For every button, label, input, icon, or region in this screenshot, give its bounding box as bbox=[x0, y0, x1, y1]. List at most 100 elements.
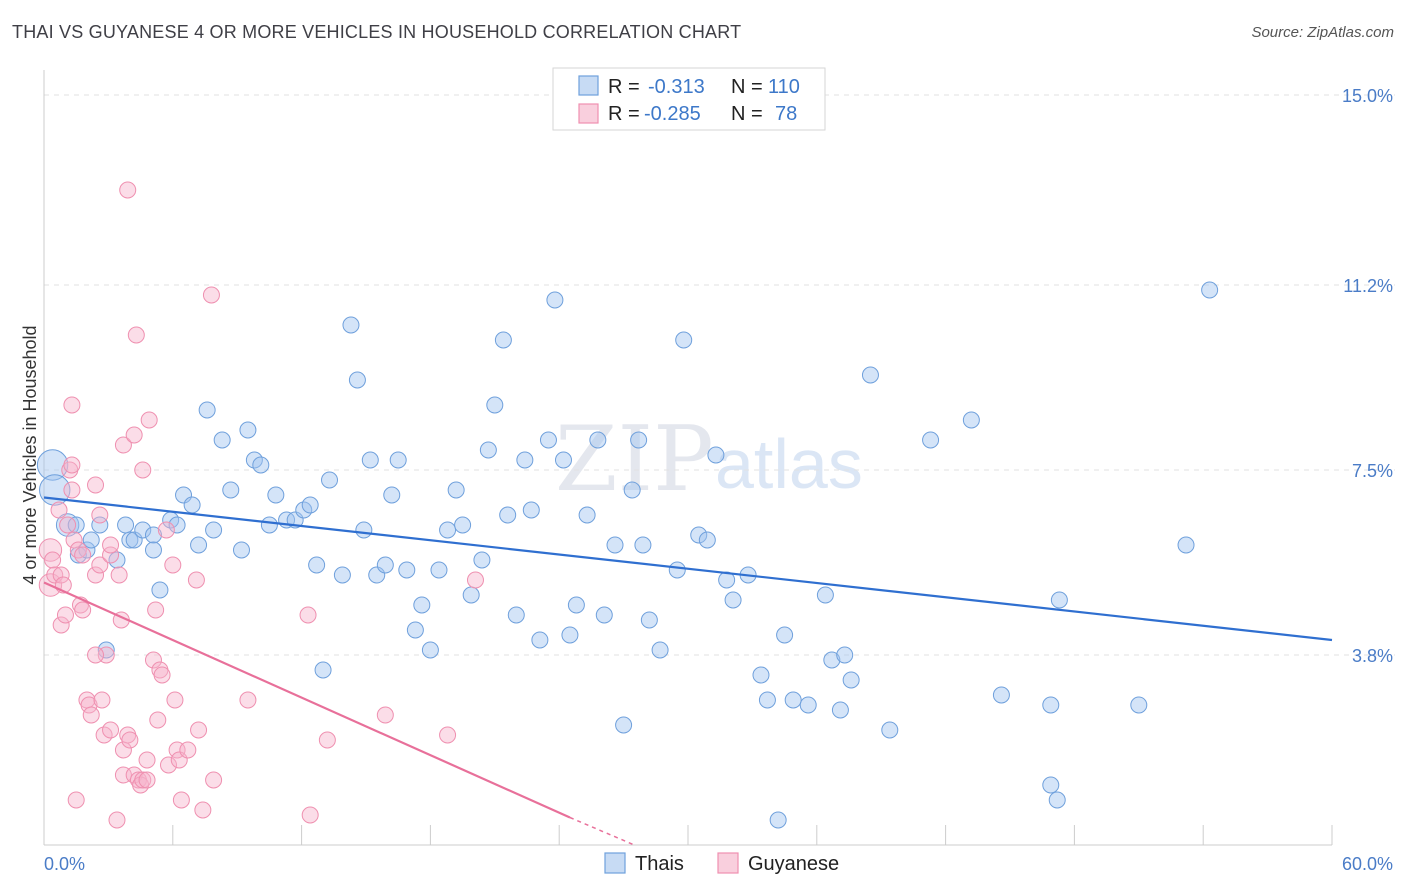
legend-r-label: R = bbox=[608, 103, 640, 125]
guyanese-point bbox=[91, 556, 109, 574]
thais-point bbox=[1048, 791, 1066, 809]
thais-point bbox=[314, 661, 332, 679]
thais-point bbox=[698, 531, 716, 549]
y-tick-label: 11.2% bbox=[1343, 276, 1393, 296]
thais-point bbox=[398, 561, 416, 579]
guyanese-point bbox=[50, 501, 68, 519]
thais-point bbox=[539, 431, 557, 449]
thais-point bbox=[342, 316, 360, 334]
guyanese-point bbox=[52, 566, 70, 584]
guyanese-point bbox=[65, 531, 83, 549]
guyanese-point bbox=[102, 546, 120, 564]
thais-point bbox=[651, 641, 669, 659]
guyanese-point bbox=[82, 706, 100, 724]
guyanese-point bbox=[439, 726, 457, 744]
guyanese-point bbox=[67, 791, 85, 809]
thais-point bbox=[634, 536, 652, 554]
guyanese-trend-extension bbox=[569, 816, 635, 846]
legend-n-value-thais: 110 bbox=[768, 76, 800, 98]
thais-point bbox=[183, 496, 201, 514]
thais-point bbox=[430, 561, 448, 579]
thais-point bbox=[615, 716, 633, 734]
legend-stats: R = -0.313 N = 110 R = -0.285 N = 78 bbox=[552, 67, 826, 131]
guyanese-point bbox=[119, 181, 137, 199]
guyanese-point bbox=[318, 731, 336, 749]
guyanese-point bbox=[299, 606, 317, 624]
thais-point bbox=[91, 516, 109, 534]
guyanese-point bbox=[59, 516, 77, 534]
thais-point bbox=[769, 811, 787, 829]
guyanese-point bbox=[134, 771, 152, 789]
guyanese-point bbox=[80, 696, 98, 714]
thais-point bbox=[595, 606, 613, 624]
legend-r-value-thais: -0.313 bbox=[648, 76, 705, 98]
thais-point bbox=[589, 431, 607, 449]
guyanese-point bbox=[125, 426, 143, 444]
guyanese-point bbox=[172, 791, 190, 809]
thais-point bbox=[151, 581, 169, 599]
y-tick-label: 3.8% bbox=[1352, 646, 1393, 666]
guyanese-point bbox=[194, 801, 212, 819]
legend-label-guyanese: Guyanese bbox=[748, 853, 839, 875]
thais-point bbox=[690, 526, 708, 544]
legend-n-label: N = bbox=[731, 76, 763, 98]
guyanese-trend-line bbox=[43, 581, 571, 819]
thais-point bbox=[707, 446, 725, 464]
thais-point bbox=[486, 396, 504, 414]
guyanese-point bbox=[202, 286, 220, 304]
thais-point bbox=[861, 366, 879, 384]
grid-lines bbox=[44, 94, 1395, 656]
guyanese-point bbox=[63, 456, 81, 474]
thais-point bbox=[239, 421, 257, 439]
thais-point bbox=[1130, 696, 1148, 714]
thais-point bbox=[499, 506, 517, 524]
guyanese-point bbox=[63, 396, 81, 414]
chart-title: THAI VS GUYANESE 4 OR MORE VEHICLES IN H… bbox=[12, 22, 742, 42]
thais-point bbox=[439, 521, 457, 539]
thais-point bbox=[578, 506, 596, 524]
thais-point bbox=[447, 481, 465, 499]
thais-point bbox=[479, 441, 497, 459]
guyanese-point bbox=[121, 731, 139, 749]
thais-point bbox=[1177, 536, 1195, 554]
legend-r-label: R = bbox=[608, 76, 640, 98]
y-tick-label: 7.5% bbox=[1352, 461, 1393, 481]
source-label: Source: ZipAtlas.com bbox=[1251, 24, 1394, 41]
guyanese-point bbox=[301, 806, 319, 824]
thais-trend-line bbox=[43, 496, 1333, 642]
guyanese-point bbox=[205, 771, 223, 789]
thais-point bbox=[494, 331, 512, 349]
watermark-zip: ZIP bbox=[555, 407, 714, 512]
guyanese-point bbox=[153, 666, 171, 684]
thais-point bbox=[144, 541, 162, 559]
thais-point bbox=[121, 531, 139, 549]
guyanese-point bbox=[144, 651, 162, 669]
thais-point bbox=[348, 371, 366, 389]
thais-point bbox=[962, 411, 980, 429]
thais-point bbox=[333, 566, 351, 584]
guyanese-point bbox=[108, 811, 126, 829]
thais-point bbox=[516, 451, 534, 469]
guyanese-point bbox=[239, 691, 257, 709]
thais-point bbox=[1042, 696, 1060, 714]
thais-point bbox=[301, 496, 319, 514]
guyanese-point bbox=[138, 751, 156, 769]
thais-point bbox=[376, 556, 394, 574]
guyanese-point bbox=[190, 721, 208, 739]
thais-point bbox=[454, 516, 472, 534]
guyanese-point bbox=[160, 756, 178, 774]
thais-point bbox=[507, 606, 525, 624]
guyanese-point bbox=[127, 326, 145, 344]
thais-point bbox=[117, 516, 135, 534]
thais-point bbox=[308, 556, 326, 574]
thais-point bbox=[758, 691, 776, 709]
thais-point bbox=[97, 641, 115, 659]
guyanese-point bbox=[140, 411, 158, 429]
thais-point bbox=[752, 666, 770, 684]
guyanese-point bbox=[149, 711, 167, 729]
thais-point bbox=[222, 481, 240, 499]
thais-point bbox=[799, 696, 817, 714]
guyanese-point bbox=[102, 536, 120, 554]
thais-point bbox=[724, 591, 742, 609]
